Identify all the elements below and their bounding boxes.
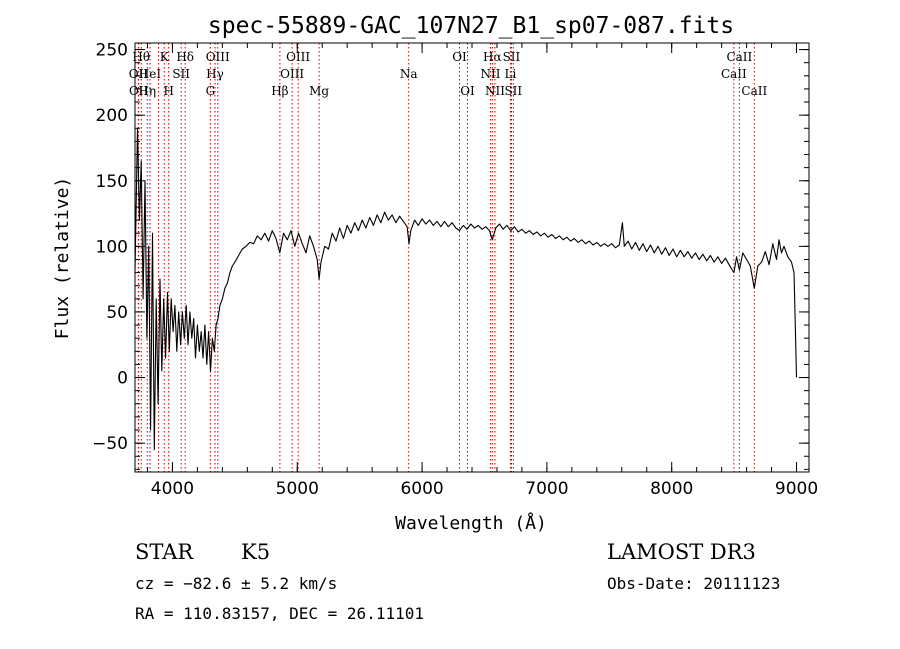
redshift-readout: cz = −82.6 ± 5.2 km/s <box>135 574 337 593</box>
y-tick-label: 50 <box>106 303 128 323</box>
line-marker-label: Hα <box>483 50 502 64</box>
line-marker-label: Hη <box>138 84 156 98</box>
x-axis-ticks: 4000 5000 6000 7000 8000 9000 <box>146 43 818 499</box>
line-marker-label: OIII <box>286 50 310 64</box>
plot-frame <box>134 42 810 473</box>
observation-date: Obs-Date: 20111123 <box>607 574 780 593</box>
line-marker-label: Mg <box>309 84 329 98</box>
x-tick-label: 4000 <box>151 479 194 499</box>
x-tick-label: 7000 <box>525 479 568 499</box>
line-marker-label: SII <box>504 84 522 98</box>
line-marker-label: Hγ <box>206 67 224 81</box>
y-axis-label: Flux (relative) <box>52 177 73 340</box>
x-tick-label: 8000 <box>650 479 693 499</box>
line-marker-label: Li <box>505 67 517 81</box>
line-marker-label: K <box>160 50 170 64</box>
line-marker-label: OI <box>452 50 467 64</box>
emission-line-markers: OII OII Hθ Hη HeI K H SII Hδ G Hγ OIII Hβ OIII OIII Mg N… <box>129 43 767 472</box>
line-marker-label: CaII <box>726 50 752 64</box>
line-marker-label: OI <box>460 84 475 98</box>
line-marker-label: Hβ <box>271 84 288 98</box>
y-tick-label: 0 <box>117 369 128 389</box>
line-marker-label: Hθ <box>132 50 150 64</box>
x-tick-label: 5000 <box>276 479 319 499</box>
line-marker-label: OIII <box>206 50 230 64</box>
y-axis-ticks: −50 0 50 100 150 200 250 <box>92 41 809 470</box>
line-marker-label: OIII <box>280 67 304 81</box>
sky-coordinates: RA = 110.83157, DEC = 26.11101 <box>135 604 424 623</box>
x-tick-label: 6000 <box>400 479 443 499</box>
spectrum-line <box>134 127 798 451</box>
y-tick-label: 200 <box>96 106 128 126</box>
line-marker-label: Hδ <box>176 50 194 64</box>
y-tick-label: 250 <box>96 41 128 61</box>
chart-title: spec-55889-GAC_107N27_B1_sp07-087.fits <box>208 13 734 39</box>
spectrum-plot <box>134 127 798 451</box>
line-marker-label: CaII <box>721 67 747 81</box>
object-class: STAR <box>135 540 194 564</box>
line-marker-label: NII <box>480 67 500 81</box>
line-marker-label: Na <box>400 67 418 81</box>
line-marker-label: CaII <box>741 84 767 98</box>
object-subclass: K5 <box>241 540 270 564</box>
line-marker-label: NII <box>485 84 505 98</box>
x-axis-label: Wavelength (Å) <box>395 512 547 534</box>
line-marker-label: HeI <box>139 67 162 81</box>
survey-name: LAMOST DR3 <box>607 540 756 564</box>
line-marker-label: SII <box>172 67 190 81</box>
y-tick-label: 150 <box>96 172 128 192</box>
y-tick-label: 100 <box>96 237 128 257</box>
line-marker-label: OII <box>129 67 149 81</box>
line-marker-label: G <box>206 84 216 98</box>
line-marker-label: H <box>163 84 173 98</box>
line-marker-label: OII <box>129 84 149 98</box>
x-tick-label: 9000 <box>775 479 818 499</box>
y-tick-label: −50 <box>92 434 128 454</box>
line-marker-label: SII <box>503 50 521 64</box>
